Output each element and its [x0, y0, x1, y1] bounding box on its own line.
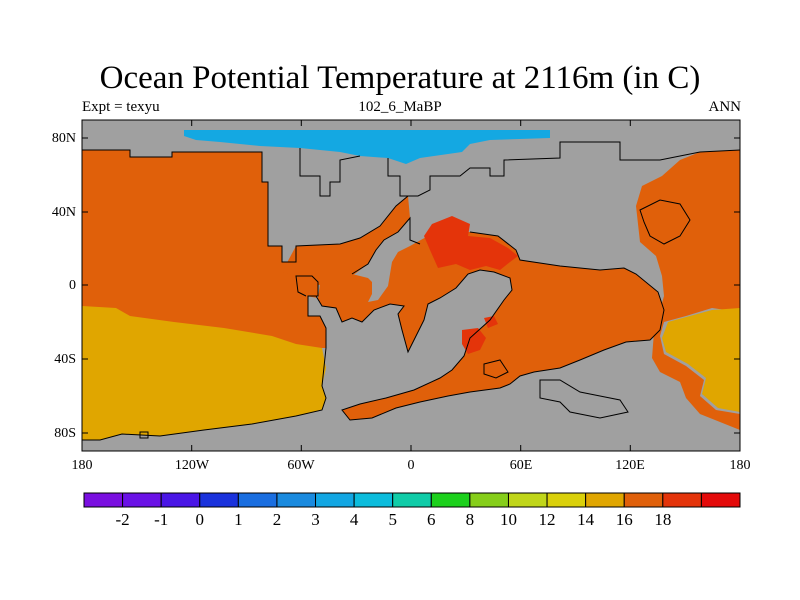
lat-tick-label: 80S	[54, 426, 76, 441]
colorbar-swatch	[83, 492, 124, 508]
ocean-south-pacific-west	[82, 306, 326, 440]
time-label: 102_6_MaBP	[358, 99, 442, 115]
colorbar-swatch	[546, 492, 587, 508]
colorbar-label: 1	[234, 510, 243, 529]
colorbar-label: 6	[427, 510, 436, 529]
lon-tick-label: 180	[729, 458, 751, 473]
colorbar-label: 18	[654, 510, 672, 529]
colorbar-label: -1	[154, 510, 169, 529]
colorbar-label: 0	[195, 510, 205, 529]
ocean-arctic	[184, 130, 550, 164]
colorbar-swatch	[353, 492, 394, 508]
colorbar-swatch	[276, 492, 317, 508]
ocean-north-pacific	[82, 150, 740, 348]
lon-tick-label: 120W	[174, 458, 210, 473]
ocean-south-pacific-east	[662, 308, 740, 412]
lon-tick-label: 180	[71, 458, 93, 473]
colorbar-label: 2	[272, 510, 282, 529]
colorbar-label: 12	[538, 510, 556, 529]
colorbar-swatch	[585, 492, 625, 508]
lat-tick-label: 0	[69, 278, 76, 293]
lat-tick-label: 40S	[54, 352, 76, 367]
colorbar-label: 10	[499, 510, 517, 529]
colorbar-label: 14	[577, 510, 595, 529]
colorbar-label: -2	[115, 510, 130, 529]
lat-tick-label: 80N	[51, 131, 76, 146]
colorbar-swatch	[623, 492, 664, 508]
lon-tick-label: 60E	[509, 458, 533, 473]
lon-tick-label: 60W	[287, 458, 315, 473]
colorbar-swatch	[430, 492, 471, 508]
ocean-atlantic-tethys	[282, 196, 664, 420]
colorbar-label: 4	[349, 510, 359, 529]
colorbar-swatch	[122, 492, 162, 508]
lon-tick-label: 120E	[615, 458, 645, 473]
colorbar-label: 3	[311, 510, 320, 529]
colorbar-swatch	[469, 492, 509, 508]
colorbar-swatch	[662, 492, 702, 508]
lon-tick-label: 0	[407, 458, 415, 473]
plot-title: Ocean Potential Temperature at 2116m (in…	[99, 60, 701, 96]
colorbar-label: 8	[465, 510, 475, 529]
colorbar-label: 5	[388, 510, 397, 529]
colorbar-swatch	[199, 492, 239, 508]
colorbar-swatch	[392, 492, 432, 508]
ocean-tethys-hot	[424, 216, 518, 354]
colorbar-swatch	[237, 492, 278, 508]
colorbar-swatch	[315, 492, 355, 508]
colorbar-label: 16	[615, 510, 633, 529]
colorbar-swatch	[700, 492, 741, 508]
experiment-label: Expt = texyu	[82, 99, 160, 115]
season-label: ANN	[708, 99, 742, 115]
colorbar-swatch	[507, 492, 548, 508]
lat-tick-label: 40N	[51, 205, 76, 220]
colorbar-swatch	[160, 492, 201, 508]
